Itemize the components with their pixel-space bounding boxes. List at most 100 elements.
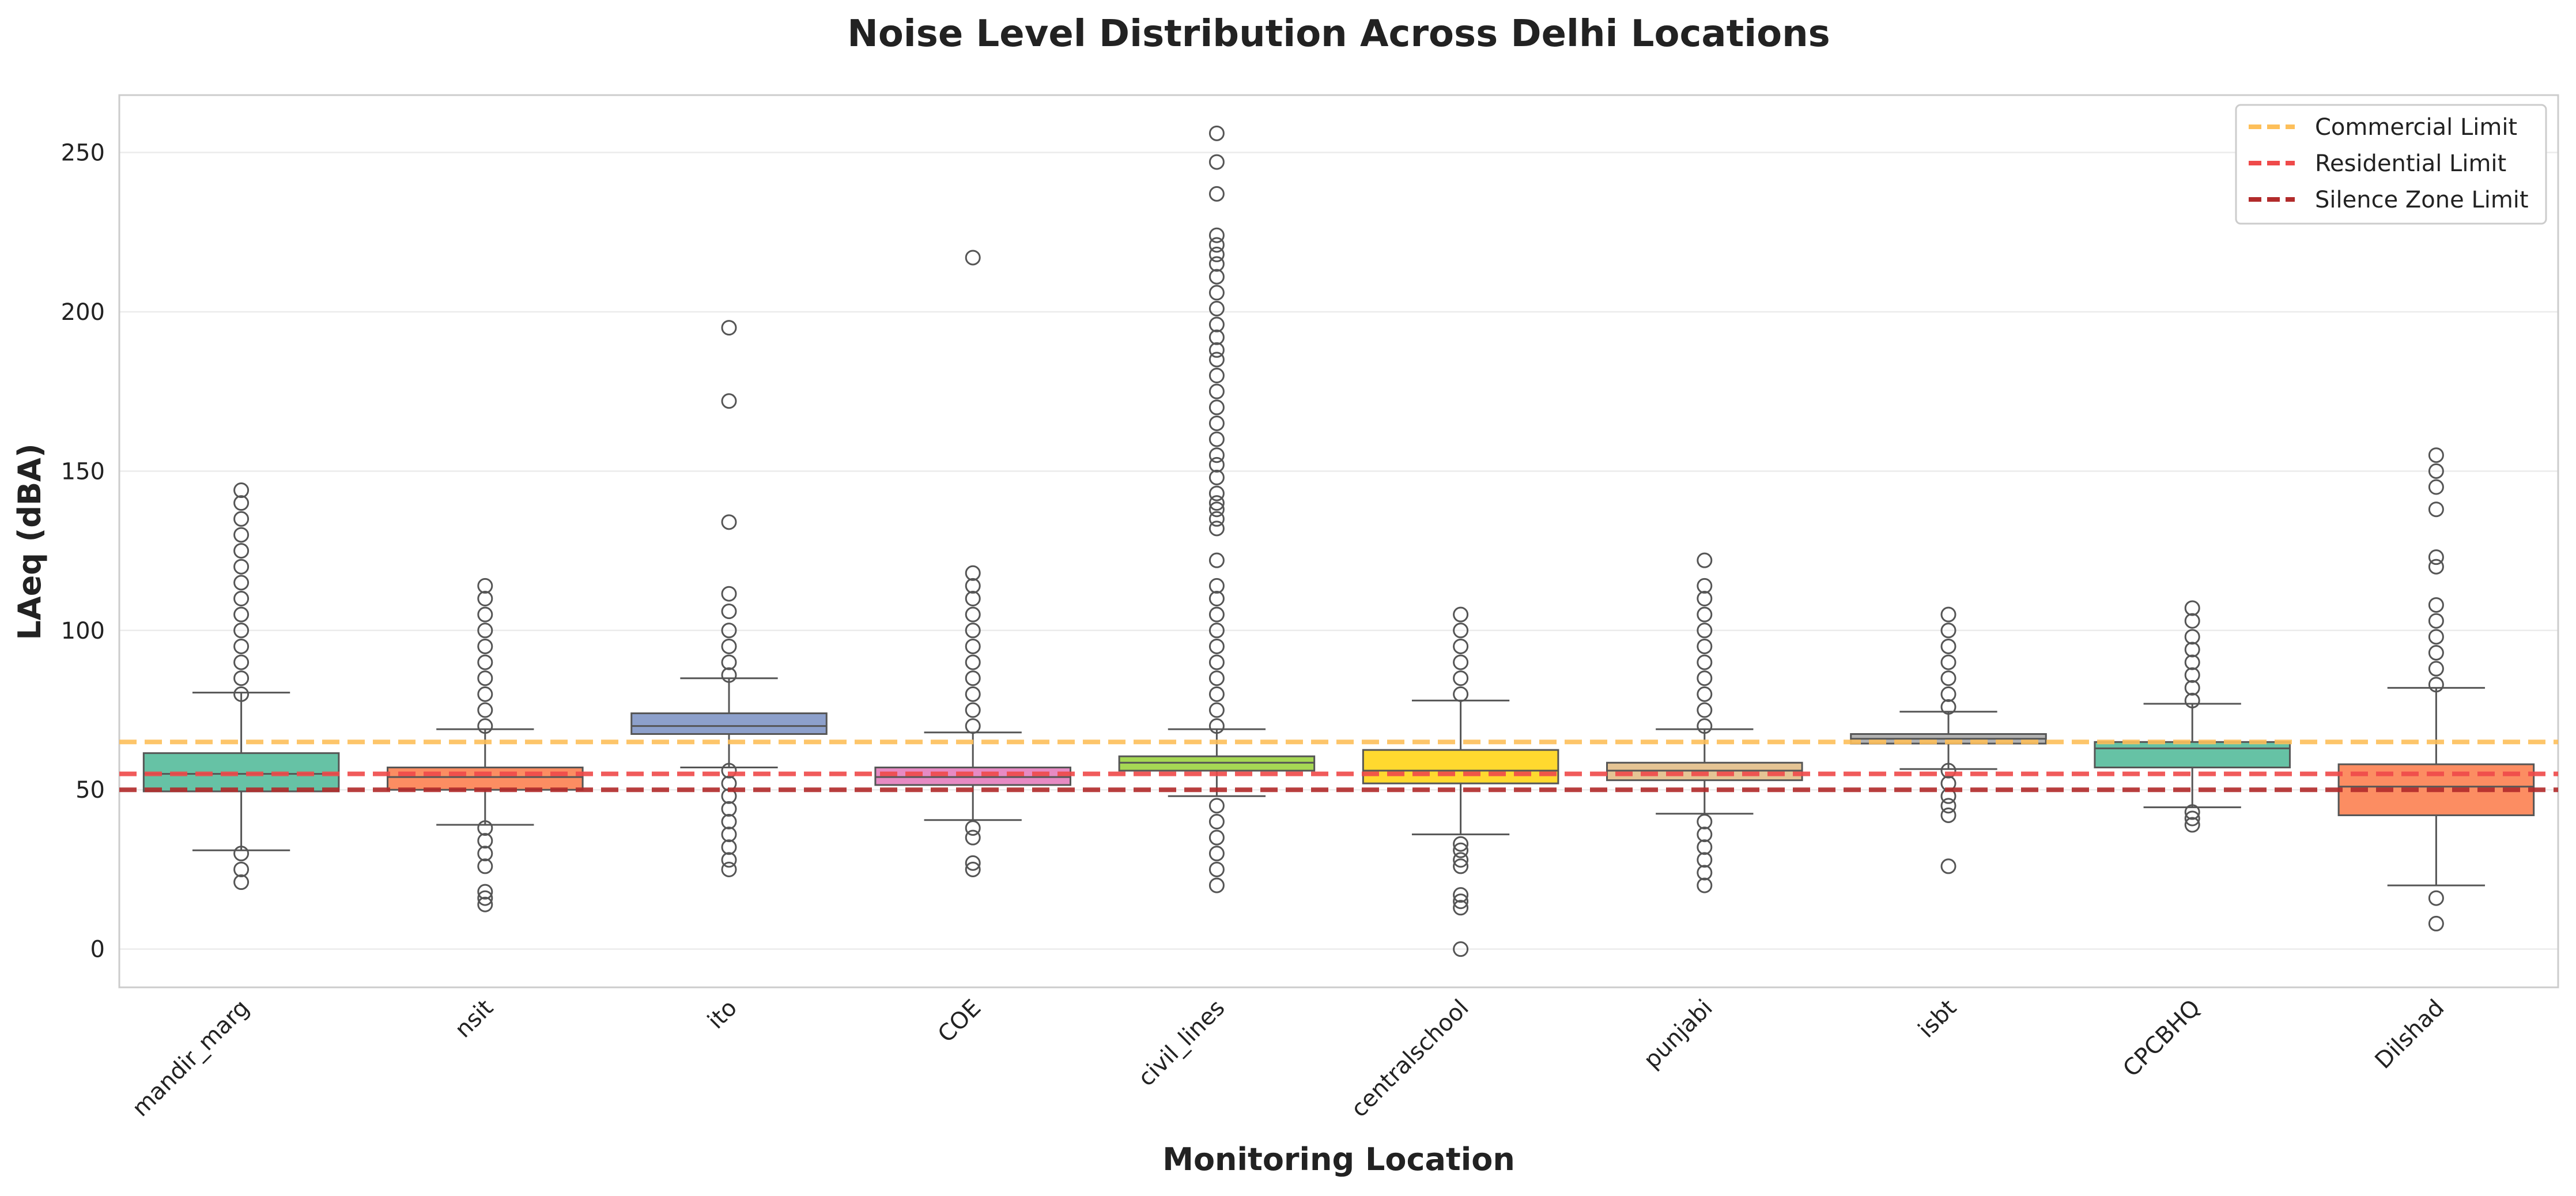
outlier-point xyxy=(2184,817,2200,833)
outlier-point xyxy=(2428,447,2444,463)
outlier-point xyxy=(2184,654,2200,670)
outlier-point xyxy=(1208,469,1225,485)
outlier-point xyxy=(2428,890,2444,906)
outlier-point xyxy=(721,801,737,817)
outlier-point xyxy=(721,393,737,409)
outlier-point xyxy=(1208,622,1225,639)
box-punjabi xyxy=(1606,552,1803,893)
y-tick-label: 150 xyxy=(61,458,105,485)
y-tick-label: 50 xyxy=(75,777,105,803)
outlier-point xyxy=(1208,654,1225,670)
outlier-point xyxy=(1208,237,1225,253)
outlier-point xyxy=(233,606,250,622)
legend-frame xyxy=(2235,104,2547,225)
outlier-point xyxy=(1208,606,1225,622)
outlier-point xyxy=(1453,893,1469,910)
outlier-point xyxy=(1453,670,1469,686)
outlier-point xyxy=(2428,559,2444,575)
outlier-point xyxy=(721,320,737,336)
outlier-point xyxy=(233,543,250,559)
outlier-point xyxy=(1940,606,1956,622)
outlier-point xyxy=(1208,447,1225,463)
outlier-point xyxy=(1208,329,1225,345)
outlier-point xyxy=(1697,865,1713,881)
box-CPCBHQ xyxy=(2094,600,2291,833)
outlier-point xyxy=(233,482,250,499)
legend-label: Residential Limit xyxy=(2315,150,2506,177)
outlier-point xyxy=(1208,456,1225,473)
outlier-point xyxy=(721,654,737,670)
outlier-point xyxy=(1208,352,1225,368)
outlier-point xyxy=(1208,861,1225,877)
outlier-point xyxy=(1453,858,1469,874)
outlier-point xyxy=(1940,763,1956,779)
outlier-point xyxy=(1208,383,1225,399)
outlier-point xyxy=(1453,622,1469,639)
outlier-point xyxy=(233,861,250,877)
outlier-point xyxy=(721,622,737,639)
outlier-point xyxy=(965,250,981,266)
y-tick-label: 200 xyxy=(61,299,105,326)
outlier-point xyxy=(2428,597,2444,613)
outlier-point xyxy=(1453,941,1469,957)
outlier-point xyxy=(233,638,250,654)
outlier-point xyxy=(2428,463,2444,479)
outlier-point xyxy=(233,575,250,591)
outlier-point xyxy=(477,591,493,607)
outlier-point xyxy=(1208,846,1225,862)
x-tick-label: CPCBHQ xyxy=(2118,995,2205,1082)
outlier-point xyxy=(1697,839,1713,855)
box-iqr xyxy=(630,712,828,735)
outlier-point xyxy=(1453,852,1469,868)
outlier-point xyxy=(1453,842,1469,858)
outlier-point xyxy=(2428,501,2444,518)
chart-title: Noise Level Distribution Across Delhi Lo… xyxy=(847,13,1830,55)
outlier-point xyxy=(1208,495,1225,511)
outlier-point xyxy=(965,829,981,846)
outlier-point xyxy=(1697,606,1713,622)
outlier-point xyxy=(965,855,981,871)
outlier-point xyxy=(1697,578,1713,594)
outlier-point xyxy=(1208,186,1225,202)
outlier-point xyxy=(965,591,981,607)
outlier-point xyxy=(477,638,493,654)
y-tick-label: 250 xyxy=(61,140,105,167)
outlier-point xyxy=(477,622,493,639)
outlier-point xyxy=(965,622,981,639)
outlier-point xyxy=(1208,686,1225,702)
legend-items: Commercial Limit Residential Limit Silence… xyxy=(2249,114,2529,213)
outlier-point xyxy=(1208,552,1225,568)
outlier-point xyxy=(1453,686,1469,702)
outlier-point xyxy=(477,718,493,734)
outlier-point xyxy=(1940,858,1956,874)
outlier-point xyxy=(2428,645,2444,661)
outlier-point xyxy=(2184,629,2200,645)
outlier-point xyxy=(2428,629,2444,645)
outlier-point xyxy=(233,622,250,639)
outlier-point xyxy=(477,890,493,906)
outlier-point xyxy=(1208,501,1225,518)
box-civil_lines xyxy=(1118,125,1316,893)
outlier-point xyxy=(2184,692,2200,708)
outlier-point xyxy=(477,846,493,862)
outlier-point xyxy=(1697,638,1713,654)
x-tick-label: civil_lines xyxy=(1133,995,1230,1092)
y-tick-labels: 0 50 100 150 200 250 xyxy=(61,140,105,963)
legend-label: Silence Zone Limit xyxy=(2315,187,2529,213)
outlier-point xyxy=(721,827,737,843)
outlier-point xyxy=(965,718,981,734)
outlier-point xyxy=(1208,256,1225,272)
outlier-point xyxy=(1453,606,1469,622)
outlier-point xyxy=(965,654,981,670)
y-tick-label: 0 xyxy=(90,937,105,963)
x-tick-label: mandir_marg xyxy=(127,995,255,1122)
outlier-point xyxy=(965,565,981,581)
legend: Commercial Limit Residential Limit Silence… xyxy=(2235,104,2547,225)
x-axis-label: Monitoring Location xyxy=(1162,1141,1515,1178)
outlier-point xyxy=(233,874,250,891)
outlier-point xyxy=(721,638,737,654)
box-ito xyxy=(630,320,828,877)
outlier-point xyxy=(477,820,493,836)
outlier-point xyxy=(965,686,981,702)
